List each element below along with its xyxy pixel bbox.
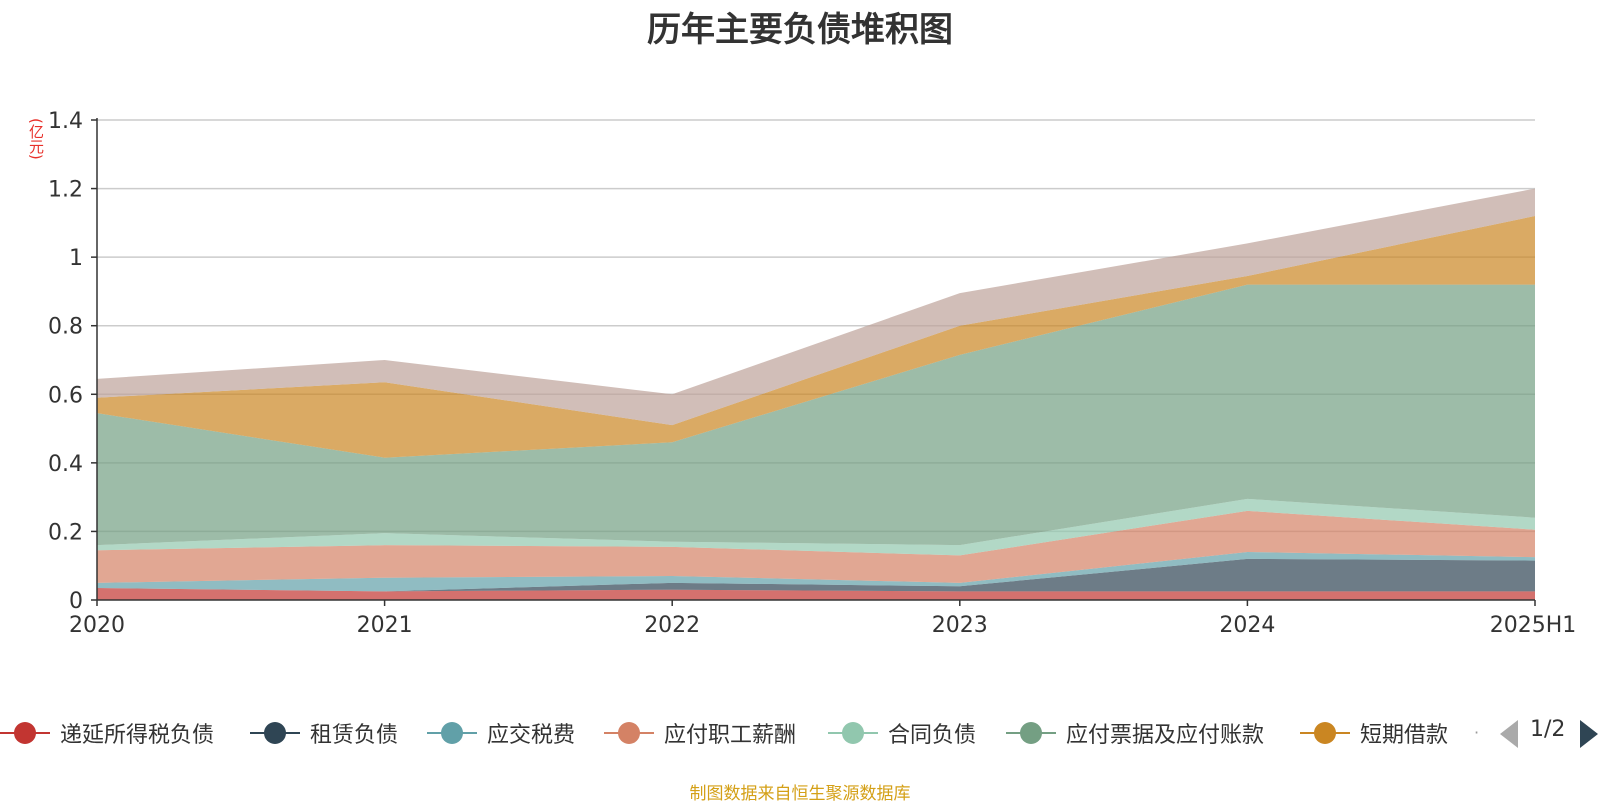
legend-label: 合同负债 (888, 723, 977, 748)
legend-page-indicator: 1/2 (1530, 717, 1566, 742)
data-source-note: 制图数据来自恒生聚源数据库 (689, 784, 911, 804)
y-tick-label: 0 (69, 589, 83, 614)
area-series-1 (97, 558, 1535, 592)
legend-item[interactable]: 应交税费 (427, 713, 575, 753)
legend-label: 应付票据及应付账款 (1066, 723, 1265, 748)
legend-label: 应交税费 (487, 723, 576, 748)
legend-next-page-button[interactable] (1580, 720, 1598, 748)
legend-marker-icon (1006, 713, 1056, 753)
y-tick-label: 0.8 (48, 315, 83, 340)
area-series-2 (97, 552, 1535, 592)
legend-marker-icon (250, 713, 300, 753)
legend-label: 应付职工薪酬 (664, 723, 797, 748)
axes (91, 118, 1536, 606)
legend-label: 租赁负债 (310, 723, 399, 748)
legend-label: 递延所得税负债 (60, 723, 215, 748)
legend-label: 短期借款 (1360, 723, 1449, 748)
legend-marker-icon (604, 713, 654, 753)
legend: 递延所得税负债 租赁负债 应交税费 应付职工薪酬 合同负债 应付票据及应付账款 短期借款 · (0, 713, 1600, 753)
chart-title: 历年主要负债堆积图 (647, 10, 953, 50)
x-tick-label: 2020 (69, 613, 125, 638)
y-axis-unit-label: (亿元) (27, 118, 45, 160)
x-tick-label: 2022 (644, 613, 700, 638)
area-series-6 (97, 216, 1535, 458)
legend-marker-icon (0, 713, 50, 753)
legend-pager: 1/2 (1500, 713, 1600, 753)
legend-item[interactable]: 递延所得税负债 (0, 713, 214, 753)
stacked-areas (97, 188, 1535, 600)
x-tick-label: 2021 (357, 613, 413, 638)
legend-item[interactable]: 应付票据及应付账款 (1006, 713, 1264, 753)
legend-overflow-dot: · (1474, 723, 1480, 742)
legend-item[interactable]: 应付职工薪酬 (604, 713, 796, 753)
x-tick-label: 2023 (932, 613, 988, 638)
y-tick-label: 0.6 (48, 383, 83, 408)
area-series-3 (97, 510, 1535, 583)
legend-item[interactable]: 合同负债 (828, 713, 976, 753)
y-tick-label: 0.4 (48, 452, 83, 477)
legend-marker-icon (1300, 713, 1350, 753)
tick-labels: 0 0.2 0.4 0.6 0.8 1 1.2 1.4 2020 2021 2022 2023 2024… (48, 109, 1576, 638)
area-series-4 (97, 498, 1535, 556)
y-tick-label: 0.2 (48, 520, 83, 545)
x-tick-label: 2024 (1219, 613, 1275, 638)
legend-item[interactable]: 短期借款 (1300, 713, 1448, 753)
legend-prev-page-button[interactable] (1500, 720, 1518, 748)
y-tick-label: 1 (69, 246, 83, 271)
area-series-5 (97, 284, 1535, 546)
legend-marker-icon (427, 713, 477, 753)
legend-item[interactable]: 租赁负债 (250, 713, 398, 753)
y-tick-label: 1.2 (48, 178, 83, 203)
x-tick-label: 2025H1 (1490, 613, 1577, 638)
y-tick-label: 1.4 (48, 109, 83, 134)
area-series-0 (97, 588, 1535, 600)
legend-marker-icon (828, 713, 878, 753)
